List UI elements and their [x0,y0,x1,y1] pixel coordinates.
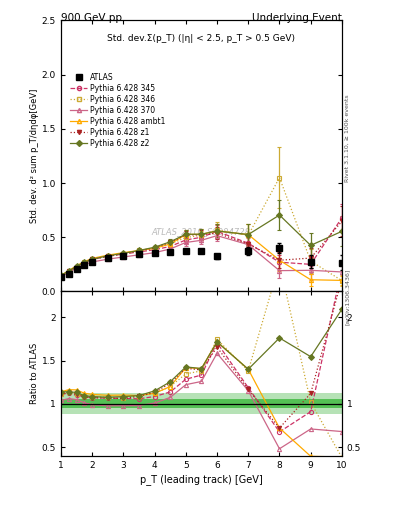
Text: 900 GeV pp: 900 GeV pp [61,13,122,23]
Y-axis label: Std. dev. d² sum p_T/dηdφ[GeV]: Std. dev. d² sum p_T/dηdφ[GeV] [30,89,39,223]
Text: Underlying Event: Underlying Event [252,13,342,23]
Y-axis label: Ratio to ATLAS: Ratio to ATLAS [30,343,39,404]
Text: Rivet 3.1.10, ≥ 100k events: Rivet 3.1.10, ≥ 100k events [345,94,350,182]
Text: [arXiv:1306.3436]: [arXiv:1306.3436] [345,269,350,325]
Text: Std. dev.Σ(p_T) (|η| < 2.5, p_T > 0.5 GeV): Std. dev.Σ(p_T) (|η| < 2.5, p_T > 0.5 Ge… [107,34,296,43]
X-axis label: p_T (leading track) [GeV]: p_T (leading track) [GeV] [140,474,263,485]
Text: ATLAS_2010_S8994728: ATLAS_2010_S8994728 [152,227,251,237]
Legend: ATLAS, Pythia 6.428 345, Pythia 6.428 346, Pythia 6.428 370, Pythia 6.428 ambt1,: ATLAS, Pythia 6.428 345, Pythia 6.428 34… [70,73,165,147]
